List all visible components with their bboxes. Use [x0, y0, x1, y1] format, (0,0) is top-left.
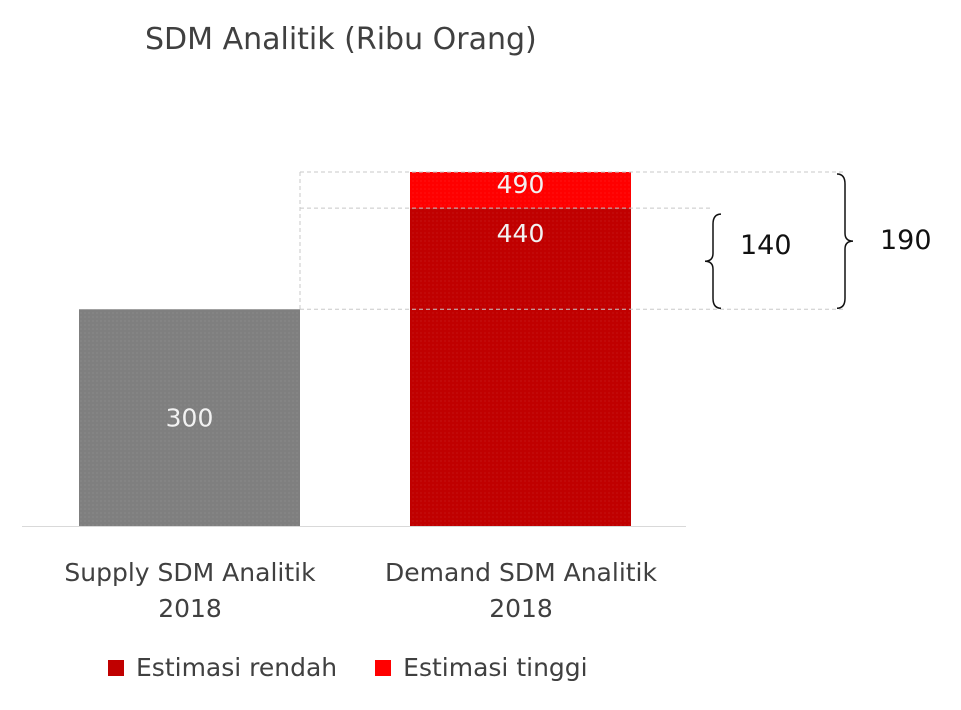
chart-title: SDM Analitik (Ribu Orang) [145, 22, 537, 57]
legend: Estimasi rendah Estimasi tinggi [108, 653, 626, 682]
annotation-label-190: 190 [880, 225, 932, 256]
legend-item-estimasi-rendah: Estimasi rendah [108, 653, 337, 682]
x-tick-label-line: 2018 [158, 594, 222, 623]
legend-swatch-estimasi-tinggi [375, 659, 392, 676]
legend-item-estimasi-tinggi: Estimasi tinggi [375, 653, 588, 682]
legend-swatch-estimasi-rendah [108, 659, 124, 676]
x-tick-label-demand: Demand SDM Analitik 2018 [371, 555, 671, 627]
data-label: 300 [166, 404, 214, 433]
bar-texture [79, 309, 300, 526]
x-tick-label-line: Supply SDM Analitik [64, 558, 316, 587]
brace-annotation-140 [704, 213, 722, 310]
bar-texture [410, 208, 631, 527]
x-tick-label-line: Demand SDM Analitik [385, 558, 657, 587]
x-tick-label-supply: Supply SDM Analitik 2018 [40, 555, 340, 627]
data-label: 440 [497, 219, 545, 248]
data-label: 490 [497, 170, 545, 199]
bar-texture [410, 172, 631, 209]
x-tick-label-line: 2018 [489, 594, 553, 623]
annotation-label-140: 140 [740, 230, 792, 261]
brace-annotation-190 [836, 173, 854, 310]
legend-label-estimasi-tinggi: Estimasi tinggi [403, 653, 588, 682]
legend-label-estimasi-rendah: Estimasi rendah [136, 653, 338, 682]
